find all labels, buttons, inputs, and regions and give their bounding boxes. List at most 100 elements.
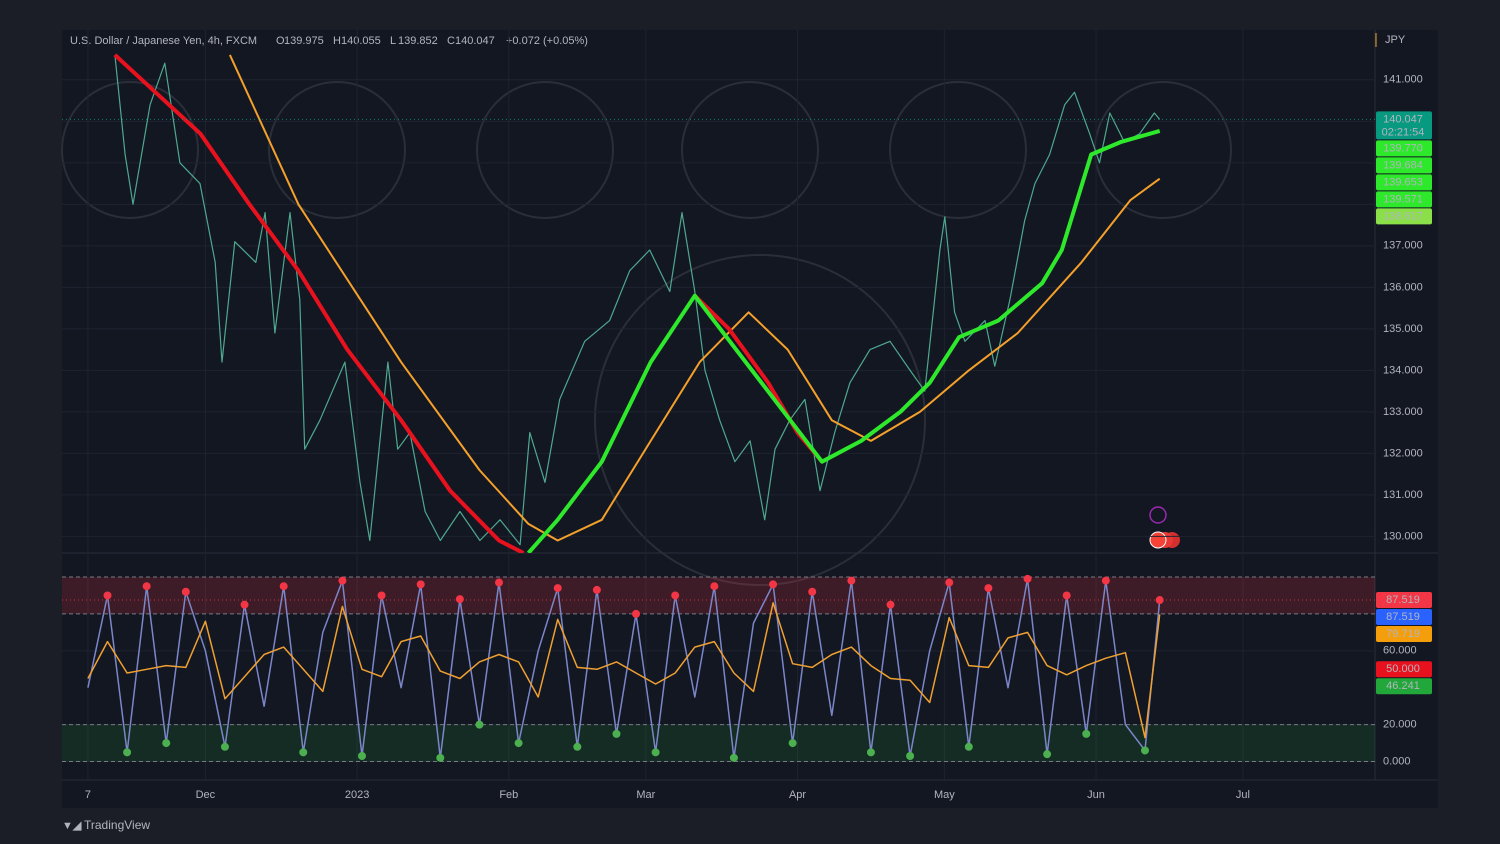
signal-dot [123,748,132,757]
change: +0.072 (+0.05%) [506,35,588,47]
y-tick-label: 132.000 [1383,447,1423,459]
signal-dot [495,578,504,587]
axis-label: 50.000 [1386,663,1420,675]
y-tick-label: 134.000 [1383,364,1423,376]
x-tick-label: 2023 [345,789,369,801]
signal-dot [1023,574,1032,583]
x-tick-label: Jul [1236,789,1250,801]
axis-label-box [1376,140,1432,157]
y-tick-label: 141.000 [1383,74,1423,86]
signal-dot [788,739,797,748]
signal-dot [1101,576,1110,585]
axis-label: 140.047 [1383,113,1423,125]
ohlc-value: 139.975 [284,35,324,47]
signal-dot [906,752,915,761]
signal-dot [1155,596,1164,605]
signal-dot [984,584,993,593]
brand-logo: ▼◢ [62,820,82,832]
series-line [114,54,1161,546]
y-tick-label: 0.000 [1383,755,1411,767]
signal-dot [866,748,875,757]
signal-dot [142,582,151,591]
y-tick-label: 20.000 [1383,719,1417,731]
axis-label: 87.519 [1386,594,1420,606]
signal-dot [729,753,738,762]
currency: JPY [1385,34,1406,46]
countdown: 02:21:54 [1382,126,1425,138]
signal-dot [612,729,621,738]
signal-dot [592,585,601,594]
axis-label: 46.241 [1386,680,1420,692]
ohlc-key: C [447,35,455,47]
ohlc-key: O [276,35,285,47]
signal-dot [338,576,347,585]
axis-label-box [1376,157,1432,174]
axis-label: 139.571 [1383,193,1423,205]
ohlc-key: L [390,35,396,47]
signal-dot [886,600,895,609]
signal-dot [475,720,484,729]
signal-dot [710,582,719,591]
y-tick-label: 60.000 [1383,645,1417,657]
signal-dot [455,595,464,604]
signal-dot [1062,591,1071,600]
signal-dot [671,591,680,600]
signal-dot [945,578,954,587]
signal-dot [103,591,112,600]
x-tick-label: Dec [196,789,216,801]
axis-label: 138.617 [1383,210,1423,222]
signal-dot [299,748,308,757]
signal-dot [279,582,288,591]
signal-dot [181,587,190,596]
signal-dot [162,739,171,748]
brand: TradingView [84,818,150,832]
y-tick-label: 135.000 [1383,323,1423,335]
axis-label: 87.519 [1386,611,1420,623]
y-tick-label: 131.000 [1383,489,1423,501]
axis-label: 79.719 [1386,628,1420,640]
x-tick-label: Feb [499,789,518,801]
signal-dot [436,753,445,762]
series-line [228,54,1161,542]
axis-label-box [1376,111,1432,140]
axis-label-box [1376,208,1432,225]
signal-dot [240,600,249,609]
axis-label-box [1376,661,1432,678]
axis-label-box [1376,609,1432,626]
series-line [87,602,1161,739]
signal-dot [651,748,660,757]
signal-dot [220,742,229,751]
signal-dot [808,587,817,596]
ohlc-value: 140.047 [455,35,495,47]
series-line [87,578,1161,759]
signal-dot [357,752,366,761]
signal-dot [847,576,856,585]
y-tick-label: 133.000 [1383,406,1423,418]
x-tick-label: Apr [789,789,806,801]
signal-dot [1140,746,1149,755]
x-tick-label: 7 [85,789,91,801]
axis-label-box [1376,174,1432,191]
x-tick-label: Mar [636,789,655,801]
y-tick-label: 136.000 [1383,281,1423,293]
y-tick-label: 137.000 [1383,240,1423,252]
signal-dot [377,591,386,600]
axis-label-box [1376,626,1432,643]
symbol-title: U.S. Dollar / Japanese Yen, 4h, FXCM [70,35,257,47]
x-tick-label: May [934,789,955,801]
lower-band [62,724,1375,762]
signal-dot [1082,729,1091,738]
signal-dot [632,609,641,618]
axis-label: 139.770 [1383,142,1423,154]
axis-label-box [1376,191,1432,208]
chart-panel [62,30,1438,808]
signal-dot [553,584,562,593]
upper-band [62,576,1375,614]
signal-dot [573,742,582,751]
axis-label-box [1376,592,1432,609]
signal-dot [964,742,973,751]
signal-dot [769,580,778,589]
axis-label-box [1376,678,1432,695]
